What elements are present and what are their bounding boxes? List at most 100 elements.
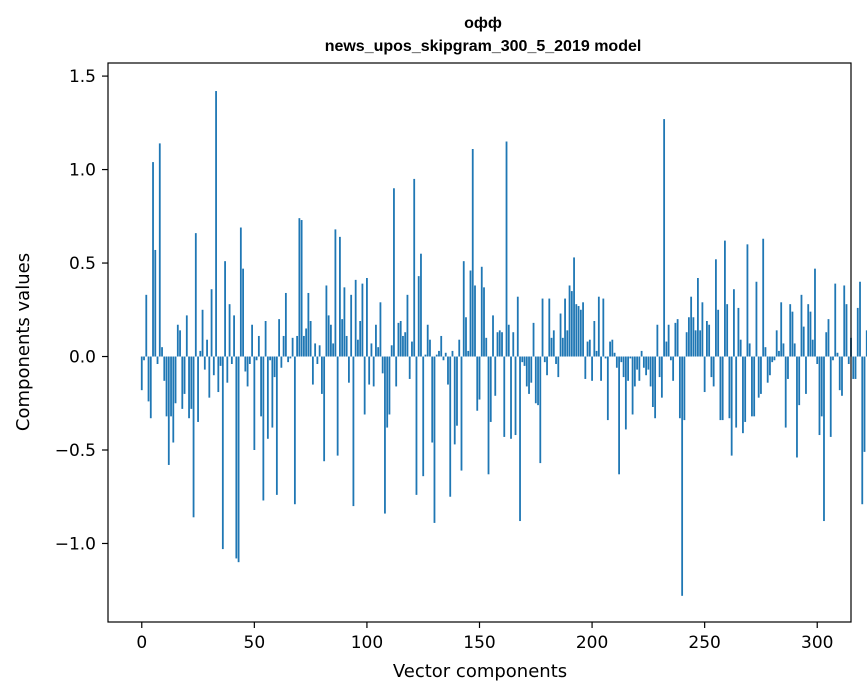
- bar-192: [573, 257, 575, 357]
- bar-226: [649, 356, 652, 387]
- bar-310: [838, 356, 841, 391]
- bar-36: [221, 356, 224, 550]
- bar-39: [228, 304, 231, 357]
- bar-44: [239, 227, 242, 357]
- bar-38: [226, 356, 229, 383]
- y-axis-label: Components values: [13, 253, 34, 431]
- bar-317: [854, 356, 857, 379]
- bar-11: [165, 356, 168, 417]
- bar-118: [406, 294, 409, 357]
- chart-subtitle: news_upos_skipgram_300_5_2019 model: [325, 38, 642, 55]
- bar-205: [602, 298, 605, 357]
- bar-57: [269, 356, 272, 361]
- bar-51: [255, 356, 258, 361]
- bar-24: [194, 233, 197, 357]
- bar-290: [793, 343, 796, 357]
- bar-129: [431, 356, 434, 443]
- bar-132: [438, 350, 440, 357]
- bar-252: [708, 324, 711, 357]
- bar-87: [336, 356, 339, 456]
- bar-151: [480, 266, 483, 357]
- bar-59: [273, 356, 276, 378]
- bar-211: [615, 356, 618, 368]
- bar-279: [769, 356, 771, 376]
- bar-216: [627, 356, 629, 381]
- bar-71: [300, 220, 303, 357]
- bar-206: [604, 356, 607, 359]
- bar-48: [248, 356, 251, 364]
- bar-287: [787, 356, 789, 379]
- bar-61: [278, 319, 281, 357]
- chart-title: офф: [464, 15, 502, 32]
- bar-316: [852, 356, 855, 379]
- bar-229: [656, 324, 659, 357]
- bar-225: [647, 356, 650, 370]
- bar-109: [386, 356, 389, 428]
- bar-267: [742, 356, 744, 434]
- bar-234: [667, 324, 670, 357]
- bar-20: [185, 315, 188, 357]
- y-tick-label: 0.5: [69, 254, 96, 274]
- bar-288: [789, 304, 792, 357]
- bar-18: [181, 356, 184, 409]
- bar-67: [291, 337, 294, 357]
- bar-128: [429, 339, 431, 357]
- bar-10: [163, 356, 166, 381]
- bar-153: [485, 337, 488, 357]
- bar-27: [201, 309, 204, 357]
- bar-199: [588, 339, 591, 357]
- bar-124: [420, 253, 422, 357]
- bar-220: [636, 356, 639, 370]
- bar-295: [805, 356, 807, 394]
- bar-16: [176, 324, 179, 357]
- bar-277: [764, 347, 767, 357]
- bar-237: [674, 322, 677, 357]
- y-tick-label: −0.5: [55, 441, 96, 461]
- bar-94: [352, 356, 355, 507]
- bar-46: [244, 356, 247, 372]
- bar-102: [370, 343, 373, 357]
- bar-183: [552, 330, 555, 357]
- bar-210: [613, 352, 616, 357]
- bar-157: [494, 356, 497, 396]
- bar-23: [192, 356, 195, 518]
- bar-299: [814, 268, 816, 357]
- bar-40: [230, 356, 233, 364]
- bar-222: [640, 350, 643, 357]
- bar-292: [798, 356, 801, 406]
- bar-274: [757, 356, 760, 398]
- bar-173: [530, 356, 533, 383]
- bar-289: [791, 311, 794, 357]
- bar-263: [733, 289, 735, 357]
- bar-125: [422, 356, 425, 477]
- bar-233: [665, 341, 668, 357]
- x-tick-label: 0: [136, 633, 147, 653]
- y-tick-label: 1.0: [69, 161, 96, 181]
- bar-231: [660, 356, 663, 398]
- y-tick-label: 1.5: [69, 67, 96, 87]
- bar-312: [843, 285, 846, 357]
- bar-154: [487, 356, 490, 475]
- bar-98: [361, 283, 364, 357]
- bar-49: [251, 324, 253, 357]
- bar-106: [379, 302, 382, 357]
- bar-9: [161, 347, 163, 357]
- bar-227: [651, 356, 654, 407]
- bar-271: [751, 356, 753, 417]
- bar-321: [863, 356, 866, 452]
- bar-155: [489, 356, 492, 422]
- bar-291: [796, 356, 798, 458]
- bar-258: [721, 356, 724, 421]
- bar-298: [811, 339, 814, 357]
- bar-150: [478, 356, 481, 400]
- bar-112: [393, 188, 395, 357]
- bar-95: [354, 279, 357, 357]
- bar-73: [305, 328, 308, 357]
- bar-42: [235, 356, 238, 559]
- bar-86: [334, 229, 337, 357]
- bar-116: [402, 335, 404, 357]
- bar-217: [629, 356, 632, 359]
- bar-41: [233, 315, 235, 357]
- bar-314: [847, 356, 850, 364]
- bar-7: [156, 356, 159, 364]
